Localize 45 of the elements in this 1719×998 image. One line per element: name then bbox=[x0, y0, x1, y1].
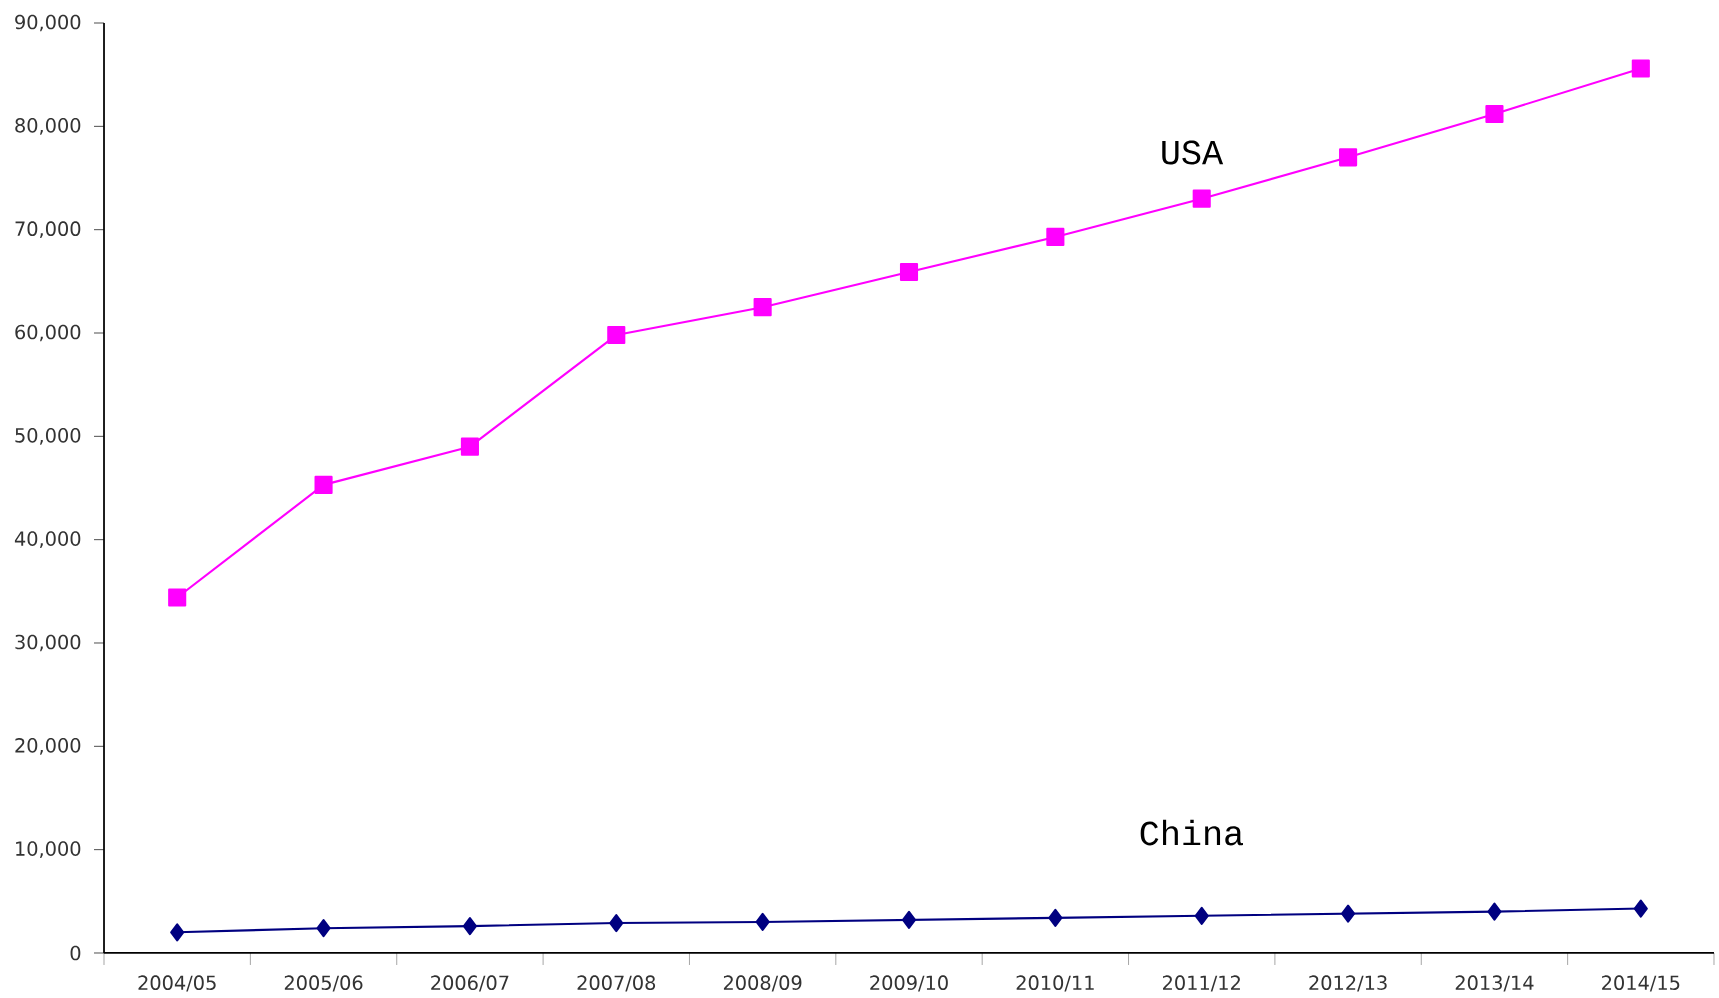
x-tick-label: 2013/14 bbox=[1455, 975, 1534, 992]
point bbox=[1192, 189, 1211, 208]
x-tick-label: 2007/08 bbox=[577, 975, 656, 992]
x-tick-label: 2011/12 bbox=[1163, 975, 1240, 992]
point bbox=[755, 912, 770, 932]
point bbox=[314, 475, 333, 494]
point bbox=[1487, 902, 1502, 921]
point bbox=[901, 910, 917, 929]
series-label: China bbox=[1140, 819, 1243, 846]
point bbox=[899, 262, 919, 282]
y-tick-label: 10,000 bbox=[16, 841, 81, 858]
point bbox=[1048, 908, 1063, 927]
y-tick-label: 80,000 bbox=[15, 118, 81, 135]
point bbox=[753, 298, 772, 317]
point bbox=[170, 923, 185, 942]
x-tick-label: 2008/09 bbox=[723, 975, 802, 992]
x-tick-label: 2014/15 bbox=[1602, 975, 1680, 992]
x-tick-label: 2004/05 bbox=[138, 975, 216, 992]
point bbox=[316, 919, 331, 938]
point bbox=[609, 913, 624, 933]
x-tick-label: 2012/13 bbox=[1309, 975, 1387, 992]
point bbox=[1633, 899, 1648, 918]
point bbox=[1485, 104, 1504, 123]
point bbox=[1339, 148, 1358, 167]
y-tick-label: 0 bbox=[70, 945, 81, 961]
y-tick-label: 60,000 bbox=[15, 324, 81, 342]
y-tick-label: 30,000 bbox=[15, 634, 81, 652]
point bbox=[1341, 904, 1356, 923]
y-tick-label: 40,000 bbox=[14, 531, 81, 548]
x-tick-label: 2010/11 bbox=[1016, 975, 1094, 992]
point bbox=[1046, 227, 1065, 246]
y-tick-label: 90,000 bbox=[15, 14, 81, 32]
series-label: USA bbox=[1162, 140, 1224, 165]
point bbox=[607, 326, 626, 345]
x-tick-label: 2009/10 bbox=[870, 975, 948, 992]
point bbox=[1631, 59, 1650, 78]
point bbox=[460, 437, 479, 456]
y-tick-label: 50,000 bbox=[15, 428, 81, 445]
point bbox=[168, 588, 187, 607]
x-tick-label: 2005/06 bbox=[284, 975, 363, 992]
y-tick-label: 20,000 bbox=[15, 737, 81, 755]
point bbox=[1194, 906, 1209, 925]
point bbox=[462, 917, 477, 936]
x-tick-label: 2006/07 bbox=[431, 975, 509, 992]
y-tick-label: 70,000 bbox=[15, 221, 81, 238]
